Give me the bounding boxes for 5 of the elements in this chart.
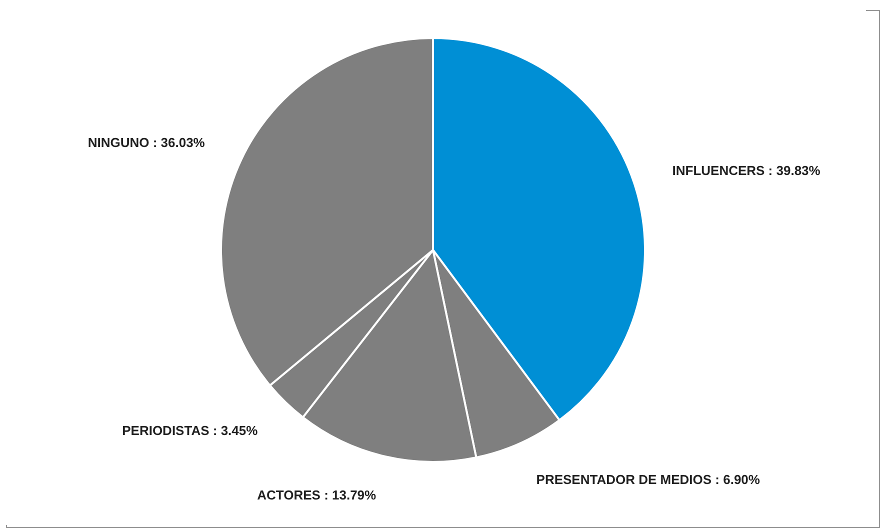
slice-label: PRESENTADOR DE MEDIOS : 6.90% (536, 472, 760, 487)
slice-label: INFLUENCERS : 39.83% (672, 162, 821, 178)
slice-label: NINGUNO : 36.03% (88, 134, 206, 150)
slice-label: PERIODISTAS : 3.45% (122, 423, 258, 438)
slice-label: ACTORES : 13.79% (257, 487, 377, 502)
